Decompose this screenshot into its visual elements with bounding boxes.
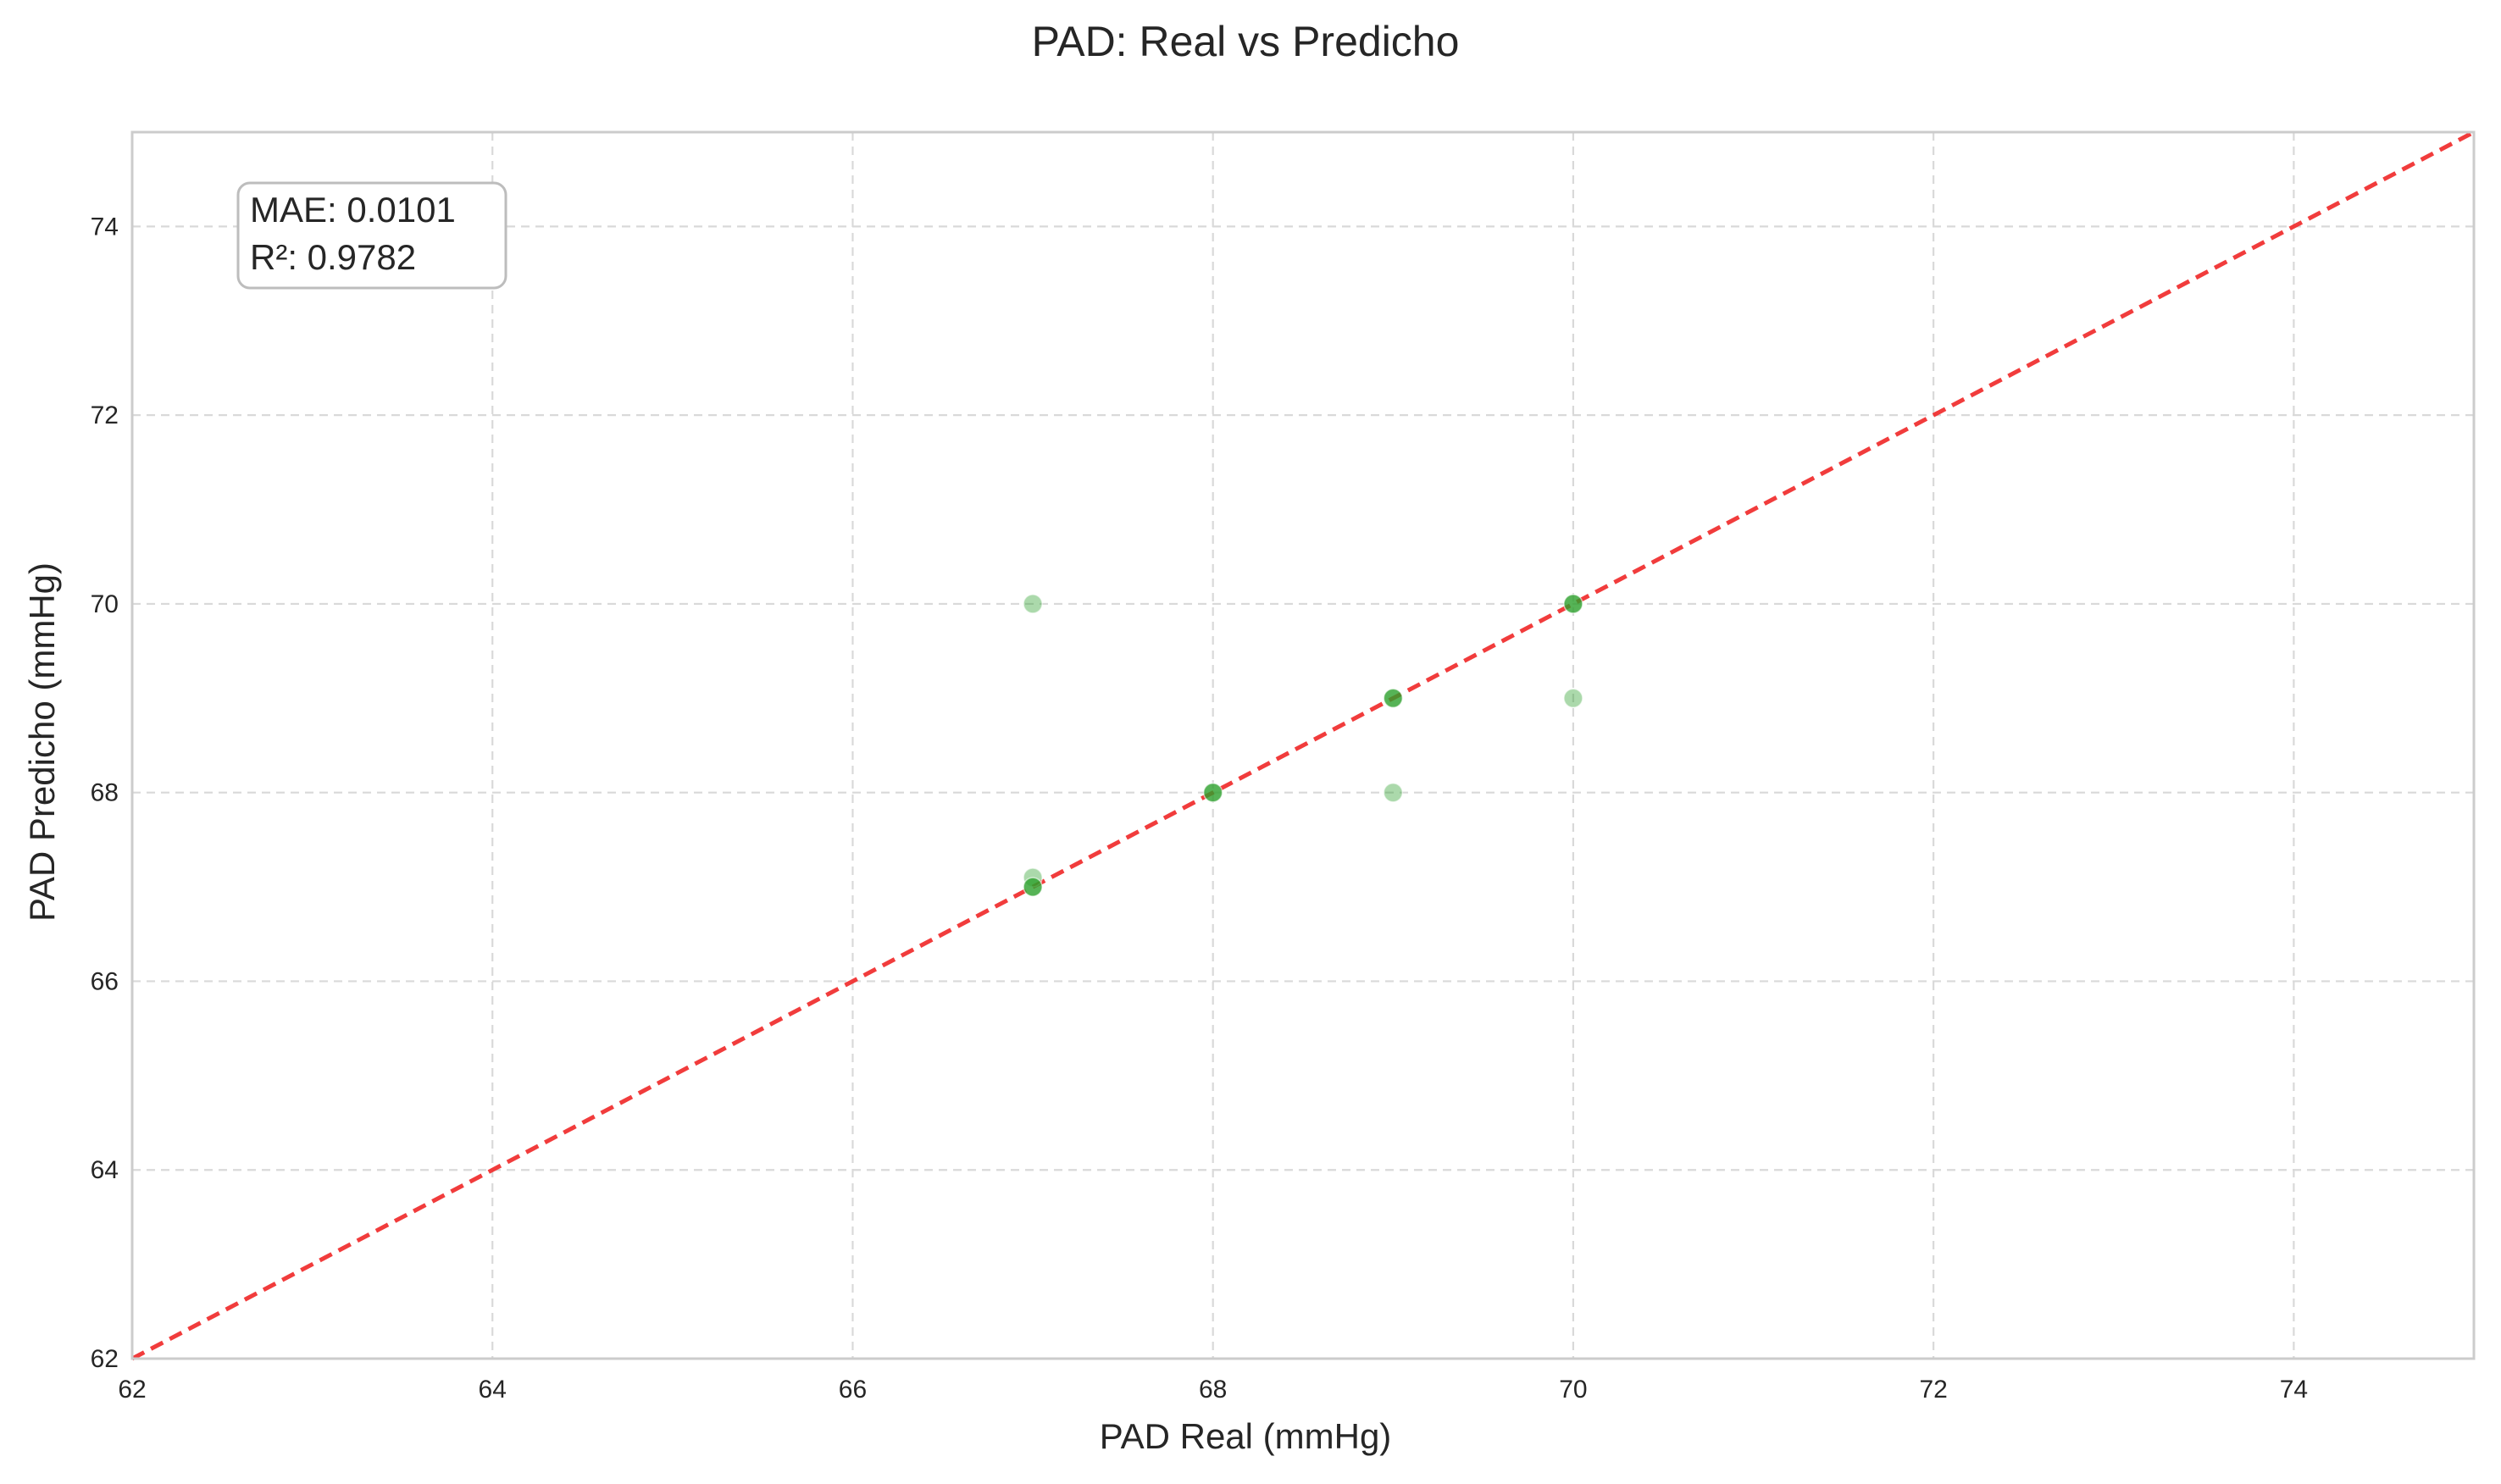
x-axis-label: PAD Real (mmHg) <box>1100 1416 1392 1456</box>
mae-text: MAE: 0.0101 <box>250 190 456 230</box>
x-tick-label: 74 <box>2280 1376 2308 1404</box>
data-point <box>1383 782 1404 803</box>
plot-frame <box>130 130 2476 1360</box>
x-tick-label: 66 <box>839 1376 867 1404</box>
reference-line-layer <box>130 130 2476 1361</box>
x-tick-label: 72 <box>1919 1376 1947 1404</box>
y-tick-label: 74 <box>91 213 119 241</box>
data-point <box>1023 594 1043 614</box>
data-point <box>1383 688 1404 709</box>
stats-annotation: MAE: 0.0101 R²: 0.9782 <box>236 181 507 290</box>
y-tick-label: 70 <box>91 590 119 618</box>
y-tick-label: 66 <box>91 967 119 995</box>
x-tick-label: 68 <box>1199 1376 1227 1404</box>
x-tick-label: 64 <box>479 1376 507 1404</box>
x-axis-ticks: 62 64 66 68 70 72 74 <box>118 1376 2308 1404</box>
y-axis-ticks: 62 64 66 68 70 72 74 <box>91 213 119 1373</box>
data-point <box>1023 877 1043 897</box>
data-point <box>1563 688 1583 709</box>
y-tick-label: 68 <box>91 779 119 807</box>
data-point <box>1202 782 1223 803</box>
y-tick-label: 62 <box>91 1345 119 1373</box>
stats-box <box>236 181 507 290</box>
x-tick-label: 62 <box>118 1376 146 1404</box>
data-point <box>1563 594 1583 614</box>
x-tick-label: 70 <box>1559 1376 1587 1404</box>
y-tick-label: 64 <box>91 1156 119 1184</box>
r2-text: R²: 0.9782 <box>250 237 416 277</box>
grid <box>132 132 2474 1359</box>
reference-line <box>130 130 2476 1361</box>
points-layer <box>1023 594 1583 897</box>
y-axis-label: PAD Predicho (mmHg) <box>22 562 62 922</box>
y-tick-label: 72 <box>91 401 119 429</box>
chart-title: PAD: Real vs Predicho <box>1032 18 1460 65</box>
